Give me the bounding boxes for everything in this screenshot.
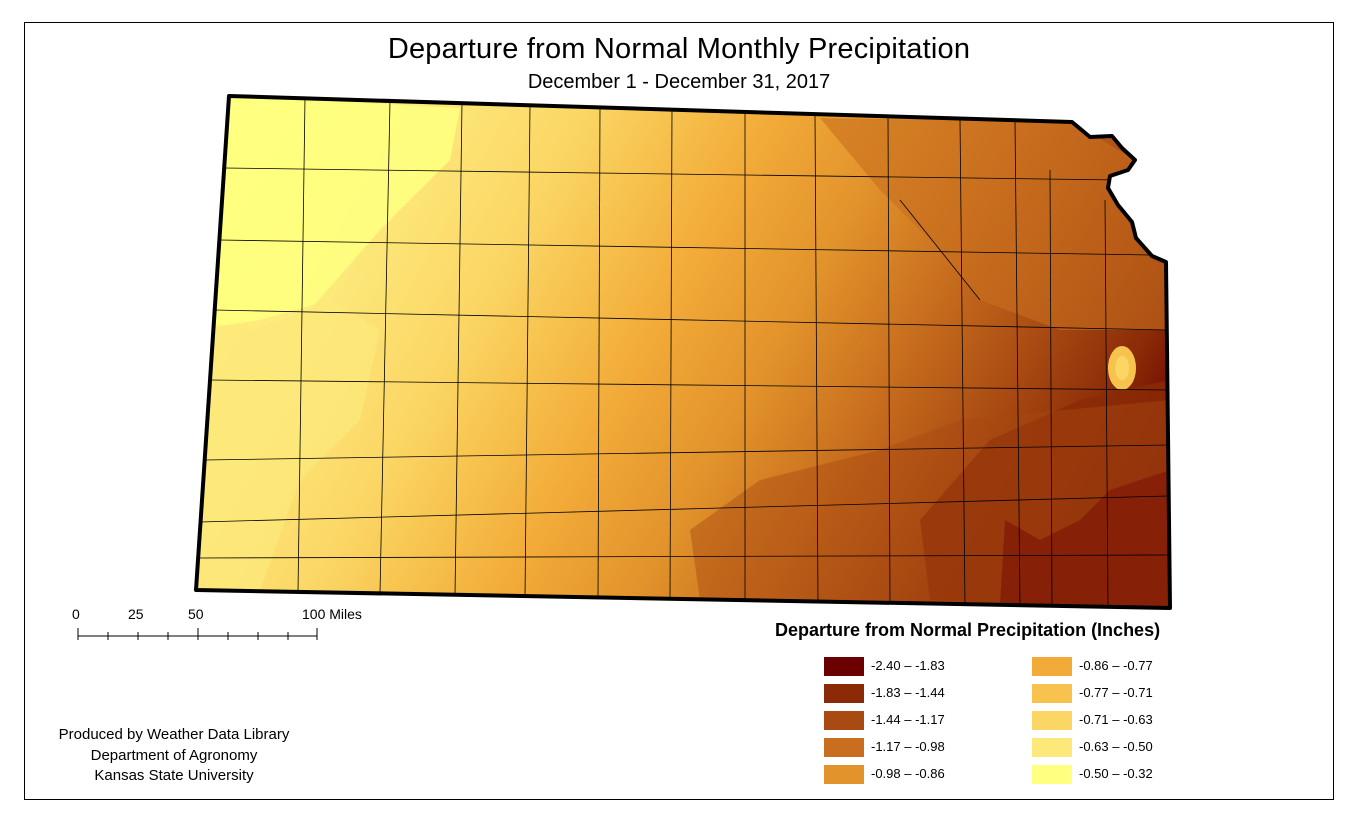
legend-label: -0.77 – -0.71: [1079, 685, 1153, 700]
legend-swatch: [1032, 657, 1072, 676]
legend-swatch: [1032, 765, 1072, 784]
legend-swatch: [824, 657, 864, 676]
legend-title: Departure from Normal Precipitation (Inc…: [775, 620, 1161, 640]
legend-swatch: [1032, 738, 1072, 757]
county-lines: [197, 97, 1169, 608]
credit-line-3: Kansas State University: [94, 767, 254, 784]
legend-label: -1.83 – -1.44: [871, 685, 945, 700]
legend-swatch: [824, 711, 864, 730]
credit-line-1: Produced by Weather Data Library: [58, 726, 290, 743]
legend-label: -0.50 – -0.32: [1079, 766, 1153, 781]
map-subtitle: December 1 - December 31, 2017: [527, 71, 831, 93]
legend-swatch: [824, 684, 864, 703]
kansas-outline: [194, 94, 1172, 610]
scale-label-0: 0: [72, 606, 80, 622]
scale-label-50: 50: [188, 606, 204, 622]
legend-swatch: [1032, 711, 1072, 730]
credit-line-2: Department of Agronomy: [90, 747, 258, 764]
scale-bar: [77, 628, 318, 640]
legend-label: -0.63 – -0.50: [1079, 739, 1153, 754]
legend-swatch: [824, 765, 864, 784]
legend-label: -0.86 – -0.77: [1079, 658, 1153, 673]
legend-label: -1.44 – -1.17: [871, 712, 945, 727]
scale-label-25: 25: [128, 606, 144, 622]
legend-label: -1.17 – -0.98: [871, 739, 945, 754]
legend-swatch: [824, 738, 864, 757]
legend-label: -0.98 – -0.86: [871, 766, 945, 781]
legend-swatch: [1032, 684, 1072, 703]
map-frame: [24, 22, 1334, 800]
legend-label: -0.71 – -0.63: [1079, 712, 1153, 727]
scale-label-100: 100 Miles: [302, 606, 362, 622]
zone-lightest: [196, 96, 460, 330]
map-title: Departure from Normal Monthly Precipitat…: [387, 33, 971, 65]
legend-label: -2.40 – -1.83: [871, 658, 945, 673]
